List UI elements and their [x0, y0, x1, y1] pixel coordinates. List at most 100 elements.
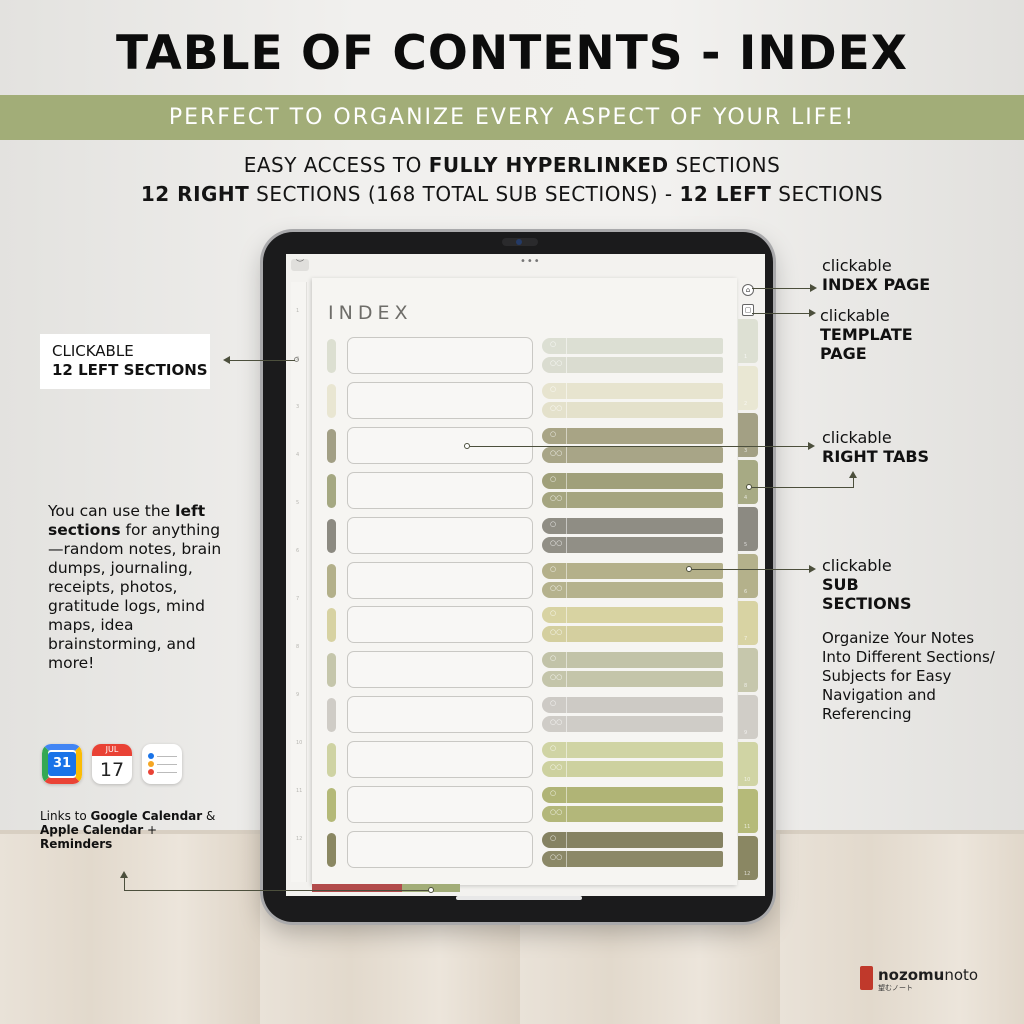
links-text-prefix: Links to	[40, 809, 91, 823]
reminders-icon[interactable]	[142, 744, 182, 784]
reminder-dot-icon	[148, 769, 154, 775]
callout-sub-line1: clickable	[822, 556, 892, 575]
left-section-number[interactable]: 12	[296, 836, 303, 842]
section-title-field[interactable]	[347, 696, 533, 734]
sub-section-link[interactable]: ○	[542, 652, 723, 669]
left-section-number[interactable]: 3	[296, 404, 300, 410]
right-tab[interactable]: 7	[738, 601, 758, 645]
apple-calendar-day: 17	[99, 759, 125, 781]
sub-section-link[interactable]: ○	[542, 831, 723, 848]
right-tab-number: 8	[744, 683, 748, 689]
more-dots-icon[interactable]: •••	[520, 256, 541, 267]
section-title-field[interactable]	[347, 741, 533, 779]
subline-left-count: 12 LEFT	[679, 182, 772, 206]
template-icon[interactable]: ▢	[742, 304, 754, 316]
links-text-amp: &	[202, 809, 216, 823]
right-description: Organize Your Notes Into Different Secti…	[822, 629, 995, 723]
right-tab[interactable]: 11	[738, 789, 758, 833]
sub-section-link[interactable]: ○	[542, 742, 723, 759]
section-title-field[interactable]	[347, 786, 533, 823]
sub-section-link[interactable]: ○○	[542, 401, 723, 418]
left-section-number[interactable]: 4	[296, 452, 300, 458]
right-tab[interactable]: 5	[738, 507, 758, 551]
sub-section-link[interactable]: ○	[542, 787, 723, 803]
sub-section-link[interactable]: ○○	[542, 446, 723, 463]
sub-section-link[interactable]: ○	[542, 338, 723, 354]
left-description: You can use the left sections for anythi…	[48, 502, 233, 673]
sub-section-link[interactable]: ○	[542, 472, 723, 489]
row-color-bar	[327, 473, 336, 508]
circle-icon: ○	[550, 654, 557, 663]
left-section-number[interactable]: 1	[296, 308, 300, 314]
section-title-field[interactable]	[347, 381, 533, 419]
apple-calendar-icon[interactable]: JUL 17	[92, 744, 132, 784]
right-tab-number: 10	[744, 777, 751, 783]
row-color-bar	[327, 339, 336, 373]
right-tab-number: 9	[744, 730, 748, 736]
section-title-field[interactable]	[347, 651, 533, 689]
sub-section-link[interactable]: ○○	[542, 716, 723, 733]
left-section-number[interactable]: 9	[296, 692, 300, 698]
section-title-field[interactable]	[347, 516, 533, 554]
double-circle-icon: ○○	[550, 403, 563, 412]
reminder-dot-icon	[148, 761, 154, 767]
sub-section-link[interactable]: ○○	[542, 536, 723, 553]
left-section-number[interactable]: 11	[296, 788, 303, 794]
collapse-button[interactable]: ︶	[291, 259, 309, 271]
sub-section-link[interactable]: ○○	[542, 581, 723, 598]
double-circle-icon: ○○	[550, 538, 563, 547]
callout-template-line2: TEMPLATE	[820, 325, 913, 344]
left-section-number[interactable]: 5	[296, 500, 300, 506]
right-tab[interactable]: 1	[738, 319, 758, 363]
right-tab[interactable]: 8	[738, 648, 758, 692]
sub-section-link[interactable]: ○	[542, 427, 723, 444]
left-section-number[interactable]: 6	[296, 548, 300, 554]
right-tab[interactable]: 4	[738, 460, 758, 504]
sub-section-link[interactable]: ○	[542, 697, 723, 714]
double-circle-icon: ○○	[550, 628, 563, 637]
reminder-line	[157, 772, 177, 773]
section-title-field[interactable]	[347, 471, 533, 509]
right-tab[interactable]: 12	[738, 836, 758, 880]
bottom-link-strip[interactable]	[312, 884, 402, 892]
sub-section-link[interactable]: ○	[542, 517, 723, 534]
sub-section-link[interactable]: ○	[542, 607, 723, 624]
right-tab-number: 4	[744, 495, 748, 501]
left-section-dot-icon[interactable]	[294, 357, 299, 362]
right-tab[interactable]: 2	[738, 366, 758, 410]
connector-dot	[686, 566, 692, 572]
row-color-bar	[327, 788, 336, 822]
sub-section-link[interactable]: ○	[542, 562, 723, 579]
left-section-number[interactable]: 8	[296, 644, 300, 650]
right-tab[interactable]: 3	[738, 413, 758, 457]
links-reminders: Reminders	[40, 837, 113, 851]
left-section-number[interactable]: 7	[296, 596, 300, 602]
right-tab[interactable]: 6	[738, 554, 758, 598]
reminder-line	[157, 764, 177, 765]
sub-section-link[interactable]: ○○	[542, 761, 723, 778]
section-title-field[interactable]	[347, 561, 533, 599]
home-icon[interactable]: ⌂	[742, 284, 754, 296]
right-tab[interactable]: 10	[738, 742, 758, 786]
sub-section-link[interactable]: ○○	[542, 491, 723, 508]
sub-section-link[interactable]: ○	[542, 382, 723, 399]
section-title-field[interactable]	[347, 830, 533, 868]
arrow-up-icon	[849, 471, 857, 478]
sub-section-link[interactable]: ○○	[542, 850, 723, 867]
sub-section-link[interactable]: ○○	[542, 671, 723, 688]
subline-sections-text: SECTIONS (168 TOTAL SUB SECTIONS) -	[249, 182, 680, 206]
index-row: ○ ○○	[327, 426, 723, 467]
double-circle-icon: ○○	[550, 808, 563, 816]
sub-section-link[interactable]: ○○	[542, 626, 723, 643]
left-section-number[interactable]: 10	[296, 740, 303, 746]
sub-section-link[interactable]: ○○	[542, 806, 723, 822]
subline-access: EASY ACCESS TO FULLY HYPERLINKED SECTION…	[0, 153, 1024, 177]
right-tab[interactable]: 9	[738, 695, 758, 739]
callout-index-line2: INDEX PAGE	[822, 275, 931, 294]
sub-section-link[interactable]: ○○	[542, 357, 723, 373]
section-title-field[interactable]	[347, 337, 533, 374]
section-title-field[interactable]	[347, 606, 533, 644]
circle-icon: ○	[550, 789, 557, 797]
google-calendar-icon[interactable]: 31	[42, 744, 82, 784]
section-title-field[interactable]	[347, 426, 533, 464]
